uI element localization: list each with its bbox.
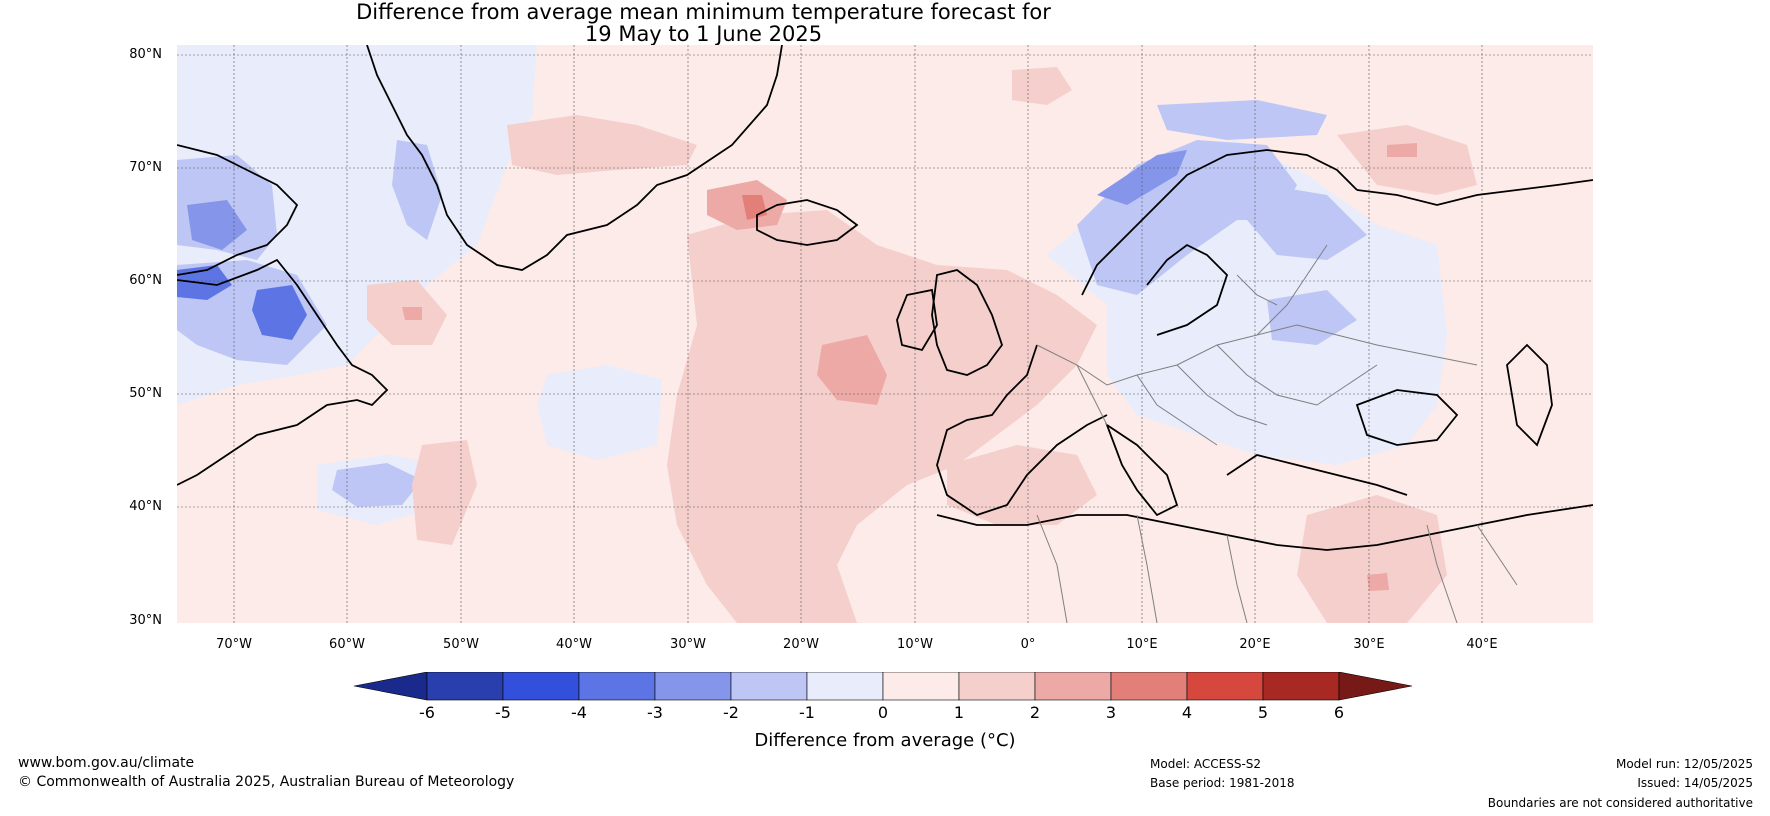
colorbar-bin [426, 672, 504, 701]
coastline-baltic [1146, 243, 1229, 336]
colorbar-tick-minus3: -3 [647, 703, 663, 722]
warm-area-newfoundland-core [402, 307, 422, 320]
lon-label-20e: 20°E [1239, 637, 1271, 652]
map-title-line1: Difference from average mean minimum tem… [356, 0, 1051, 24]
colorbar-extension-high [1338, 672, 1413, 701]
coastline-black-sea [1355, 389, 1459, 446]
lon-label-40w: 40°W [556, 637, 592, 652]
warm-area-greenland-sea [507, 115, 697, 175]
lon-label-40e: 40°E [1466, 637, 1498, 652]
lon-label-50w: 50°W [443, 637, 479, 652]
colorbar-tick-4: 4 [1181, 703, 1193, 722]
colorbar-bin [882, 672, 960, 701]
coastline-iberia-france [936, 344, 1108, 516]
colorbar-bin [958, 672, 1036, 701]
colorbar-tick-minus1: -1 [799, 703, 815, 722]
coastline-arctic-russia [1356, 179, 1593, 206]
lon-label-20w: 20°W [783, 637, 819, 652]
lon-label-10w: 10°W [897, 637, 933, 652]
warm-area-arctic-east-core [1387, 143, 1417, 157]
footer-website: www.bom.gov.au/climate [18, 755, 195, 771]
coastline-greenland [366, 45, 783, 271]
coastline-italy [1105, 422, 1179, 517]
coastline-britain [931, 269, 1004, 376]
cool-area-ukraine [1267, 290, 1357, 345]
cool-area-atlantic-1 [537, 365, 662, 460]
colorbar-extension-low [353, 672, 428, 701]
coastline-norway [1081, 149, 1358, 296]
footer-disclaimer: Boundaries are not considered authoritat… [1487, 796, 1753, 810]
colorbar-bin [730, 672, 808, 701]
lat-label-50n: 50°N [129, 386, 162, 401]
colorbar-bin [502, 672, 580, 701]
colorbar-tick-minus4: -4 [571, 703, 587, 722]
lat-label-70n: 70°N [129, 160, 162, 175]
colorbar-tick-minus6: -6 [419, 703, 435, 722]
lon-label-60w: 60°W [329, 637, 365, 652]
cool-area-greenland-west [392, 140, 442, 240]
warm-area-central-atlantic [667, 210, 1097, 623]
colorbar-bin [1186, 672, 1264, 701]
footer-issued: Issued: 14/05/2025 [1637, 776, 1753, 790]
lat-label-80n: 80°N [129, 47, 162, 62]
lat-label-30n: 30°N [129, 613, 162, 628]
footer-base-period: Base period: 1981-2018 [1150, 776, 1295, 790]
colorbar-bin [1262, 672, 1340, 701]
colorbar-tick-3: 3 [1105, 703, 1117, 722]
colorbar-tick-0: 0 [877, 703, 889, 722]
cool-area-labrador-core [252, 285, 307, 340]
colorbar-tick-1: 1 [953, 703, 965, 722]
lon-label-10e: 10°E [1126, 637, 1158, 652]
coastlines [177, 45, 1593, 551]
colorbar-tick-6: 6 [1333, 703, 1345, 722]
footer-model: Model: ACCESS-S2 [1150, 757, 1262, 771]
cool-area-baffin-core [187, 200, 247, 250]
lon-label-30e: 30°E [1353, 637, 1385, 652]
coastline-labrador [177, 258, 389, 486]
map-title-line2: 19 May to 1 June 2025 [584, 22, 823, 46]
warm-area-north-africa-core [1367, 573, 1389, 591]
lat-label-40n: 40°N [129, 499, 162, 514]
cool-anomaly-areas [177, 45, 1447, 525]
lon-label-30w: 30°W [670, 637, 706, 652]
warm-area-north-africa [1297, 495, 1447, 623]
colorbar-label: Difference from average (°C) [754, 730, 1016, 751]
coastline-iceland [756, 199, 859, 246]
colorbar-bin [806, 672, 884, 701]
lon-label-0: 0° [1020, 637, 1036, 652]
warm-area-mediterranean [947, 445, 1097, 525]
colorbar-bin [1110, 672, 1188, 701]
warm-area-arctic-east [1337, 125, 1477, 195]
warm-area-svalbard [1012, 67, 1072, 105]
cool-area-atlantic-2-core [332, 463, 422, 507]
coastline-ireland [896, 288, 938, 352]
cool-area-barents [1157, 100, 1327, 140]
colorbar-bin [1034, 672, 1112, 701]
coastline-eastern-med [1226, 454, 1408, 496]
colorbar [353, 672, 1413, 701]
lat-label-60n: 60°N [129, 273, 162, 288]
footer-copyright: © Commonwealth of Australia 2025, Austra… [18, 774, 515, 790]
colorbar-tick-5: 5 [1257, 703, 1269, 722]
warm-area-biscay [817, 335, 887, 405]
colorbar-bin [654, 672, 732, 701]
forecast-map [177, 45, 1593, 623]
footer-model-run: Model run: 12/05/2025 [1615, 757, 1753, 771]
colorbar-tick-2: 2 [1029, 703, 1041, 722]
colorbar-bin [578, 672, 656, 701]
coastline-caspian [1506, 343, 1553, 447]
lon-label-70w: 70°W [216, 637, 252, 652]
coastline-baffin [177, 144, 299, 276]
graticule [177, 45, 1593, 623]
colorbar-tick-minus2: -2 [723, 703, 739, 722]
country-borders [1036, 244, 1518, 623]
cool-area-russia [1247, 185, 1367, 260]
coastline-north-africa [936, 504, 1593, 551]
colorbar-tick-minus5: -5 [495, 703, 511, 722]
cool-area-labrador-strong [177, 265, 232, 300]
